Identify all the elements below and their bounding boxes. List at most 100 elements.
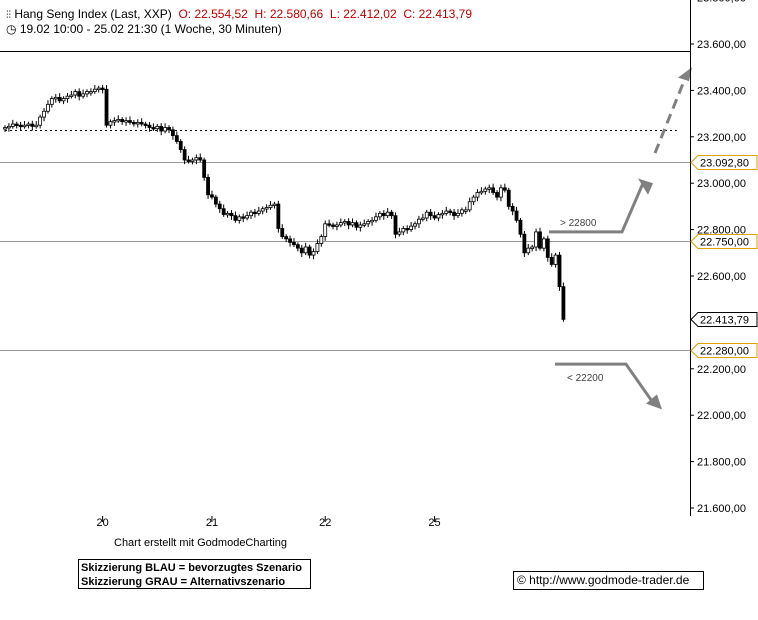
candle-body [342, 221, 347, 224]
candle-body [385, 211, 390, 217]
candle-body [30, 123, 35, 127]
candle-body [167, 127, 171, 131]
y-tick-label: 23.600,00 [697, 39, 746, 51]
candle-body [202, 159, 207, 178]
candle-body [358, 224, 363, 228]
candle-body [116, 119, 121, 122]
source-url[interactable]: © http://www.godmode-trader.de [513, 571, 704, 590]
candle-body [85, 91, 89, 95]
candle-body [57, 96, 62, 102]
candle-body [335, 224, 339, 227]
candle-body [245, 215, 250, 219]
y-tick-label: 23.200,00 [697, 132, 746, 144]
candle-body [393, 215, 398, 235]
candle-body [268, 204, 273, 208]
candle-body [338, 222, 343, 226]
candle-body [124, 120, 128, 123]
candle-body [420, 217, 425, 220]
legend-line-blue: Skizzierung BLAU = bevorzugtes Szenario [81, 562, 302, 574]
candle-body [467, 201, 472, 211]
candle-body [135, 122, 140, 125]
candle-body [526, 247, 531, 254]
y-tick-label: 22.000,00 [697, 410, 746, 422]
candle-body [34, 124, 39, 128]
candle-body [53, 96, 58, 100]
candle-body [73, 91, 78, 96]
candle-body [276, 203, 281, 229]
candle-body [331, 224, 335, 227]
level-label: 23.092,80 [700, 158, 749, 170]
candle-body [210, 194, 214, 198]
candle-body [256, 210, 261, 214]
candle-body [253, 211, 257, 215]
scenario-up-arrowhead [638, 178, 653, 195]
candle-body [65, 95, 70, 99]
candle-body [147, 124, 152, 128]
candle-body [163, 127, 168, 132]
scenario-legend: Skizzierung BLAU = bevorzugtes Szenario … [78, 559, 311, 589]
candle-body [432, 215, 437, 219]
scenario-up-arrow [549, 180, 646, 234]
scenarios: > 22800 < 22200 [549, 67, 692, 410]
y-tick-label: 23.800,00 [697, 0, 746, 5]
candle-body [463, 209, 468, 212]
candle-body [284, 236, 289, 240]
candle-body [440, 212, 445, 216]
chart-credit: Chart erstellt mit GodmodeCharting [114, 537, 288, 549]
candle-body [241, 216, 246, 219]
candle-body [108, 121, 113, 126]
open-value: O: 22.554,52 [178, 7, 248, 21]
candle-body [514, 210, 519, 221]
candle-body [100, 87, 105, 90]
candle-body [561, 286, 566, 320]
candle-body [77, 91, 82, 97]
candle-body [510, 205, 515, 212]
candle-body [174, 135, 179, 142]
candle-body [370, 219, 374, 223]
y-tick-label: 22.600,00 [697, 271, 746, 283]
candle-body [112, 120, 117, 123]
x-tick-label: 21 [206, 517, 218, 529]
x-axis: 20 21 22 25 [97, 516, 441, 529]
candle-body [213, 196, 218, 205]
candle-body [541, 238, 546, 249]
y-tick-label: 23.000,00 [697, 178, 746, 190]
candle-body [120, 119, 125, 123]
candle-body [538, 231, 542, 249]
y-tick-label: 22.800,00 [697, 225, 746, 237]
scenario-up-label: > 22800 [560, 218, 597, 229]
candle-body [272, 203, 277, 206]
x-tick-label: 25 [428, 517, 440, 529]
candle-body [530, 246, 535, 249]
candle-body [491, 187, 496, 193]
candle-body [354, 222, 359, 228]
candle-body [405, 228, 410, 231]
candle-body [311, 251, 316, 256]
candle-body [217, 203, 222, 210]
scenario-down-label: < 22200 [567, 373, 604, 384]
candle-body [182, 149, 187, 161]
candle-body [155, 125, 160, 130]
close-value: C: 22.413,79 [403, 7, 473, 21]
candle-body [22, 124, 27, 128]
candle-body [401, 228, 406, 233]
candle-body [194, 157, 199, 161]
candle-body [139, 122, 144, 125]
candle-body [280, 228, 285, 237]
candle-body [49, 98, 54, 105]
candle-body [233, 215, 238, 221]
candle-body [225, 212, 230, 216]
scenario-down-arrowhead [646, 394, 662, 410]
candle-body [319, 236, 324, 244]
candle-body [303, 246, 308, 254]
candle-body [81, 93, 85, 97]
candle-body [487, 187, 492, 190]
candle-body [424, 211, 429, 219]
candle-body [299, 247, 304, 254]
candle-body [249, 211, 253, 217]
candle-body [151, 127, 156, 130]
y-tick-label: 23.400,00 [697, 85, 746, 97]
candle-body [46, 103, 50, 112]
candle-body [221, 208, 226, 215]
